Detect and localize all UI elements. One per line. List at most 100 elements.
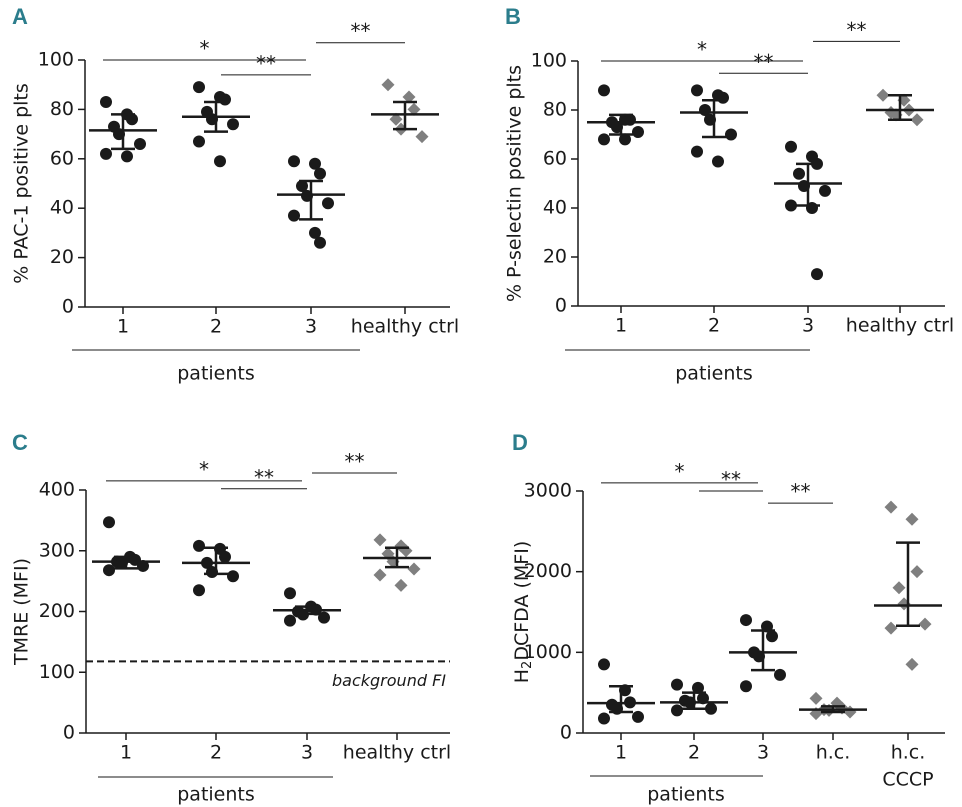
y-tick-label: 1000 — [524, 641, 572, 663]
y-axis-label: % PAC-1 positive plts — [11, 83, 33, 284]
data-point — [740, 680, 752, 693]
data-point — [318, 611, 330, 624]
data-point — [910, 113, 924, 127]
significance-label: ** — [345, 449, 365, 473]
data-point — [774, 668, 786, 681]
y-tick-label: 0 — [62, 296, 74, 318]
y-tick-label: 200 — [39, 600, 75, 622]
x-tick-label: h.c. — [891, 742, 926, 764]
data-point — [632, 126, 644, 139]
data-point — [892, 581, 906, 595]
significance-label: ** — [791, 480, 811, 504]
data-point — [121, 150, 133, 163]
data-point — [785, 140, 797, 153]
y-tick-label: 60 — [50, 147, 74, 169]
data-point — [785, 199, 797, 212]
y-axis-label-part: 2 — [520, 661, 535, 669]
data-point — [193, 584, 205, 597]
data-point — [811, 268, 823, 281]
group-label: patients — [647, 784, 725, 806]
data-point — [793, 167, 805, 180]
data-point — [725, 128, 737, 141]
x-tick-label: 3 — [301, 742, 313, 764]
data-point — [219, 93, 231, 106]
data-point — [598, 658, 610, 671]
y-tick-label: 0 — [555, 295, 567, 317]
data-point — [134, 137, 146, 150]
y-axis-label-part: DCFDA (MFI) — [511, 541, 533, 661]
data-point — [103, 564, 115, 577]
significance-label: ** — [351, 19, 371, 43]
x-tick-label: 1 — [120, 742, 132, 764]
data-point — [415, 130, 429, 144]
data-point — [905, 512, 919, 526]
data-point — [309, 157, 321, 170]
data-point — [632, 710, 644, 723]
data-point — [314, 236, 326, 249]
data-point — [402, 90, 416, 104]
data-point — [126, 113, 138, 126]
x-tick-label: healthy ctrl — [846, 315, 954, 337]
y-tick-label: 0 — [63, 722, 75, 744]
y-axis-label: H2DCFDA (MFI) — [511, 541, 535, 684]
data-point — [692, 681, 704, 694]
significance-label: * — [199, 457, 209, 481]
data-point — [712, 155, 724, 168]
y-tick-label: 300 — [39, 539, 75, 561]
data-point — [910, 565, 924, 579]
data-point — [100, 95, 112, 108]
group-label: patients — [177, 784, 255, 806]
data-point — [296, 179, 308, 192]
x-tick-label: 1 — [117, 316, 129, 338]
y-tick-label: 3000 — [524, 480, 572, 502]
data-point — [691, 84, 703, 97]
data-point — [619, 133, 631, 146]
y-tick-label: 2000 — [524, 560, 572, 582]
data-point — [219, 550, 231, 563]
y-tick-label: 100 — [39, 661, 75, 683]
y-tick-label: 100 — [531, 50, 567, 72]
data-point — [819, 184, 831, 197]
data-point — [193, 135, 205, 148]
data-point — [193, 539, 205, 552]
data-point — [381, 78, 395, 92]
data-point — [309, 226, 321, 239]
significance-label: * — [675, 459, 685, 483]
panel-label: A — [12, 4, 28, 29]
data-point — [598, 133, 610, 146]
data-point — [322, 197, 334, 210]
significance-label: ** — [721, 468, 741, 492]
y-tick-label: 400 — [39, 479, 75, 501]
x-tick-label: healthy ctrl — [351, 316, 459, 338]
panel-label: B — [505, 4, 521, 29]
data-point — [227, 570, 239, 583]
data-point — [284, 587, 296, 600]
panel-label: D — [512, 430, 528, 455]
data-point — [598, 712, 610, 725]
y-axis-label: TMRE (MFI) — [11, 558, 33, 666]
y-tick-label: 60 — [543, 148, 567, 170]
y-tick-label: 40 — [50, 197, 74, 219]
data-point — [227, 118, 239, 131]
x-tick-label: 2 — [688, 742, 700, 764]
data-point — [288, 209, 300, 222]
data-point — [314, 167, 326, 180]
data-point — [103, 516, 115, 529]
y-tick-label: 20 — [543, 246, 567, 268]
data-point — [671, 704, 683, 717]
y-axis-label: % P-selectin positive plts — [504, 65, 526, 302]
significance-label: ** — [847, 18, 867, 42]
significance-label: * — [200, 37, 210, 61]
group-label: patients — [177, 363, 255, 385]
data-point — [766, 630, 778, 643]
data-point — [918, 617, 932, 631]
data-point — [705, 702, 717, 715]
data-point — [288, 155, 300, 168]
significance-label: * — [697, 38, 707, 62]
data-point — [905, 657, 919, 671]
data-point — [691, 145, 703, 158]
data-point — [284, 614, 296, 627]
x-tick-label: 2 — [210, 316, 222, 338]
data-point — [100, 147, 112, 160]
